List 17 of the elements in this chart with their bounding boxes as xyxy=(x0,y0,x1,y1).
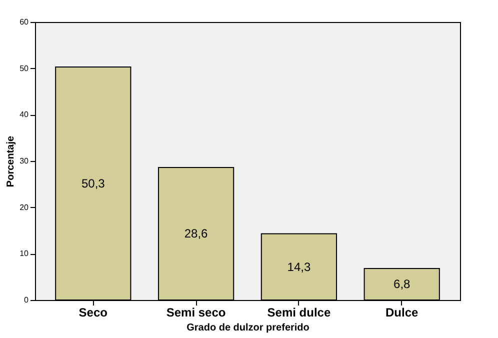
x-tick-label: Dulce xyxy=(386,306,419,320)
y-tick-label: 20 xyxy=(20,202,30,212)
y-tick-label: 40 xyxy=(20,110,30,120)
y-axis-title: Porcentaje xyxy=(6,136,17,188)
x-tick-label: Semi dulce xyxy=(267,306,331,320)
y-tick-label: 30 xyxy=(20,156,30,166)
data-label: 14,3 xyxy=(287,260,311,274)
x-tick-label: Semi seco xyxy=(166,306,226,320)
x-tick-label: Seco xyxy=(78,306,108,320)
data-label: 28,6 xyxy=(184,226,208,241)
y-tick-label: 0 xyxy=(24,296,30,304)
x-axis-title: Grado de dulzor preferido xyxy=(186,322,310,334)
y-tick-label: 50 xyxy=(20,64,30,73)
data-label: 50,3 xyxy=(81,176,106,190)
data-label: 6,8 xyxy=(394,277,411,292)
y-tick-label: 10 xyxy=(20,249,30,258)
y-tick-label: 60 xyxy=(20,18,30,26)
